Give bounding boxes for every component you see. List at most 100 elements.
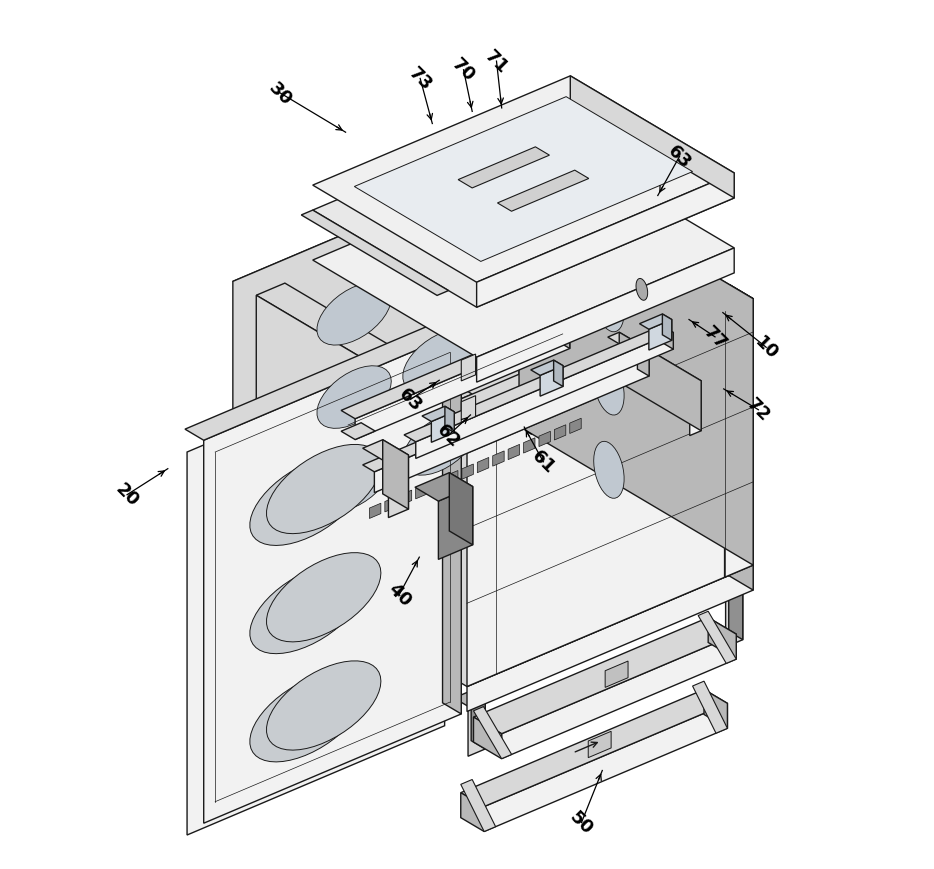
Polygon shape [446, 471, 458, 487]
Text: 72: 72 [743, 395, 773, 426]
Polygon shape [519, 161, 753, 566]
Polygon shape [524, 438, 535, 454]
Polygon shape [362, 441, 408, 464]
Text: 61: 61 [528, 447, 559, 477]
Polygon shape [385, 497, 396, 513]
Polygon shape [515, 465, 532, 522]
Polygon shape [490, 161, 753, 311]
Polygon shape [404, 326, 673, 442]
Polygon shape [501, 457, 532, 473]
Polygon shape [185, 321, 461, 441]
Polygon shape [556, 320, 570, 349]
Polygon shape [461, 355, 475, 381]
Polygon shape [250, 565, 364, 654]
Polygon shape [403, 413, 477, 475]
Polygon shape [476, 174, 734, 308]
Polygon shape [317, 449, 391, 512]
Text: 73: 73 [405, 64, 435, 95]
Polygon shape [243, 567, 275, 581]
Polygon shape [341, 320, 570, 419]
Text: 70: 70 [448, 56, 479, 86]
Polygon shape [432, 412, 454, 443]
Polygon shape [467, 299, 753, 687]
Polygon shape [204, 332, 461, 823]
Polygon shape [256, 284, 473, 407]
Polygon shape [460, 793, 484, 832]
Polygon shape [594, 359, 624, 415]
Polygon shape [449, 473, 473, 545]
Polygon shape [640, 315, 672, 330]
Polygon shape [725, 299, 753, 578]
Polygon shape [250, 673, 364, 762]
Polygon shape [256, 175, 543, 562]
Polygon shape [266, 553, 381, 642]
Polygon shape [498, 171, 588, 212]
Polygon shape [256, 296, 444, 673]
Polygon shape [383, 441, 408, 509]
Polygon shape [555, 425, 566, 441]
Polygon shape [432, 477, 443, 493]
Text: 77: 77 [700, 322, 730, 353]
Polygon shape [704, 690, 728, 728]
Polygon shape [317, 367, 391, 428]
Polygon shape [519, 427, 753, 590]
Polygon shape [636, 279, 647, 301]
Polygon shape [608, 333, 701, 386]
Polygon shape [438, 487, 473, 560]
Polygon shape [233, 161, 543, 296]
Polygon shape [649, 320, 672, 351]
Polygon shape [570, 419, 581, 434]
Text: 10: 10 [751, 333, 782, 363]
Polygon shape [554, 361, 563, 387]
Polygon shape [233, 161, 519, 548]
Polygon shape [257, 574, 275, 632]
Polygon shape [637, 349, 649, 376]
Polygon shape [250, 457, 364, 546]
Polygon shape [375, 355, 649, 493]
Polygon shape [302, 211, 448, 296]
Polygon shape [474, 717, 502, 759]
Polygon shape [477, 458, 488, 473]
Polygon shape [401, 491, 412, 506]
Polygon shape [712, 581, 743, 597]
Text: 63: 63 [395, 385, 426, 415]
Polygon shape [461, 396, 475, 423]
Polygon shape [341, 423, 375, 440]
Polygon shape [539, 432, 550, 447]
Text: 62: 62 [432, 421, 463, 451]
Text: 40: 40 [384, 580, 415, 610]
Polygon shape [266, 661, 381, 750]
Polygon shape [508, 445, 519, 460]
Polygon shape [468, 700, 485, 756]
Polygon shape [531, 361, 563, 376]
Polygon shape [432, 563, 648, 673]
Polygon shape [605, 661, 628, 687]
Polygon shape [416, 333, 673, 459]
Polygon shape [689, 381, 701, 436]
Polygon shape [467, 566, 753, 712]
Polygon shape [594, 275, 624, 332]
Polygon shape [317, 283, 391, 346]
Polygon shape [313, 76, 734, 283]
Polygon shape [502, 634, 736, 759]
Polygon shape [362, 349, 649, 472]
Polygon shape [187, 343, 445, 835]
Polygon shape [619, 333, 701, 431]
Polygon shape [370, 504, 381, 519]
Text: 63: 63 [664, 143, 695, 172]
Polygon shape [415, 473, 473, 501]
Polygon shape [493, 451, 504, 467]
Polygon shape [662, 315, 672, 341]
Polygon shape [729, 581, 743, 640]
Polygon shape [416, 484, 427, 500]
Polygon shape [484, 704, 728, 832]
Polygon shape [460, 690, 728, 806]
Polygon shape [460, 779, 496, 832]
Text: 50: 50 [566, 807, 597, 838]
Polygon shape [471, 691, 485, 749]
Polygon shape [708, 618, 736, 660]
Polygon shape [588, 732, 611, 758]
Text: 71: 71 [481, 47, 512, 77]
Polygon shape [661, 326, 673, 350]
Polygon shape [474, 618, 736, 733]
